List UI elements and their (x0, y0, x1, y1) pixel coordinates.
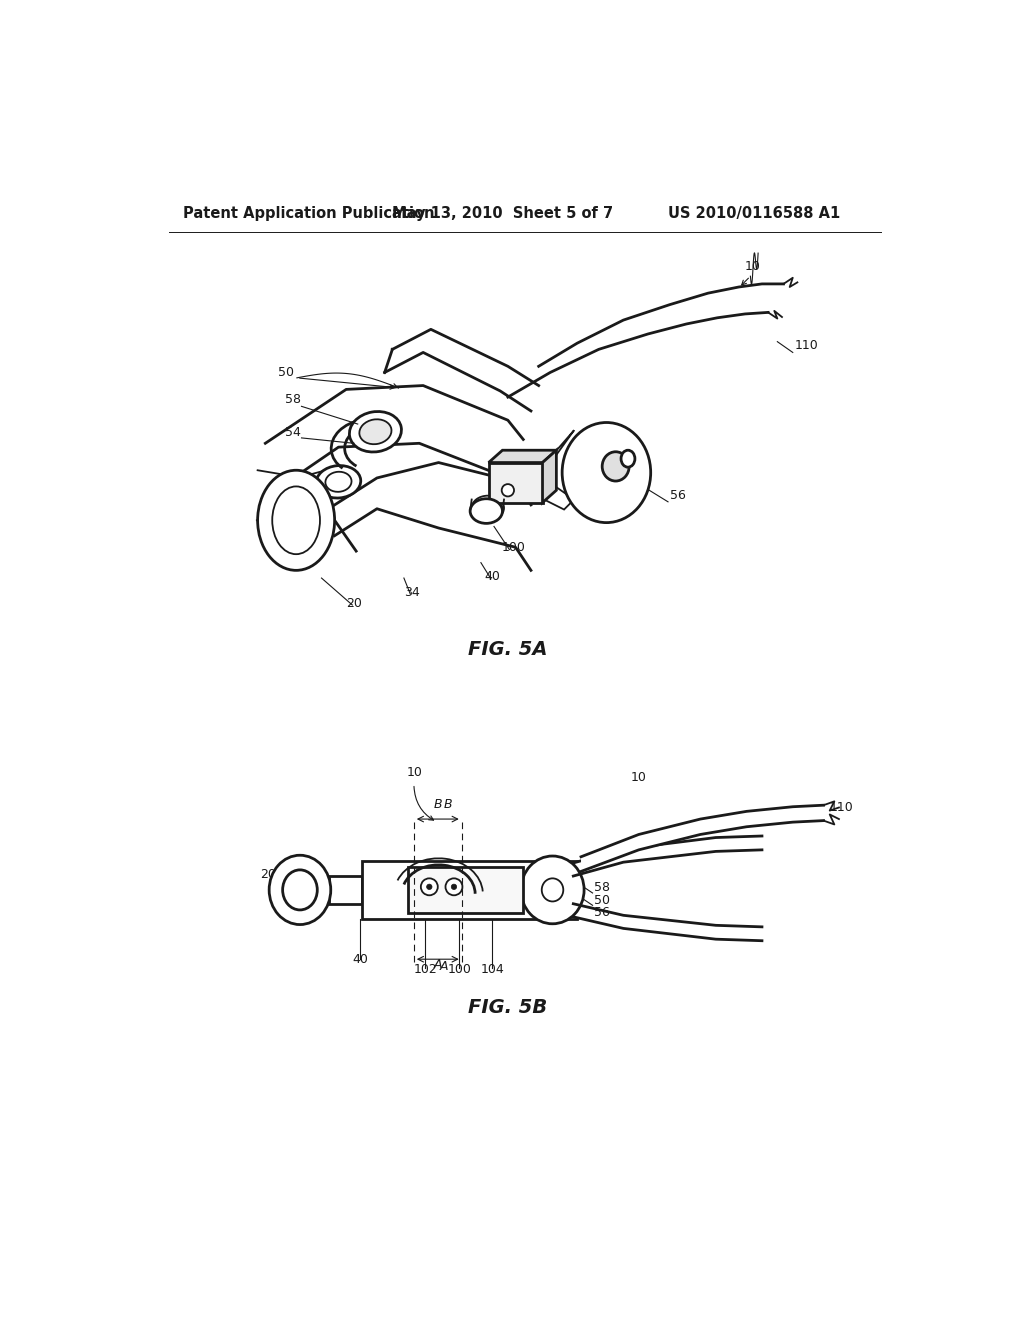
Polygon shape (573, 904, 762, 941)
Ellipse shape (359, 420, 391, 445)
Text: Patent Application Publication: Patent Application Publication (183, 206, 434, 222)
Text: 110: 110 (829, 801, 853, 814)
Ellipse shape (269, 855, 331, 924)
Text: 20: 20 (260, 869, 275, 882)
Ellipse shape (621, 450, 635, 467)
Polygon shape (543, 430, 574, 466)
Polygon shape (543, 450, 556, 503)
Text: 40: 40 (352, 953, 369, 966)
Ellipse shape (602, 451, 629, 480)
Ellipse shape (472, 495, 504, 520)
Text: 10: 10 (407, 766, 422, 779)
Text: A: A (433, 958, 442, 972)
Ellipse shape (521, 855, 584, 924)
Text: A: A (439, 960, 447, 973)
Ellipse shape (542, 878, 563, 902)
Polygon shape (385, 330, 539, 411)
Text: 40: 40 (484, 570, 501, 583)
Text: 10: 10 (745, 260, 761, 273)
Text: May 13, 2010  Sheet 5 of 7: May 13, 2010 Sheet 5 of 7 (392, 206, 613, 222)
Polygon shape (488, 450, 556, 462)
Text: 100: 100 (502, 541, 525, 554)
Text: B: B (433, 799, 442, 812)
Ellipse shape (445, 878, 463, 895)
Ellipse shape (421, 878, 438, 895)
Ellipse shape (427, 884, 432, 890)
Text: 54: 54 (285, 425, 300, 438)
Text: 102: 102 (414, 964, 437, 975)
Polygon shape (335, 462, 531, 570)
Text: 56: 56 (594, 906, 610, 919)
Ellipse shape (470, 499, 503, 524)
Polygon shape (361, 861, 578, 919)
Text: 50: 50 (279, 366, 295, 379)
Text: FIG. 5A: FIG. 5A (468, 640, 548, 660)
Polygon shape (581, 805, 823, 871)
Polygon shape (508, 284, 783, 397)
Polygon shape (408, 867, 523, 913)
Ellipse shape (316, 466, 360, 498)
Text: 58: 58 (594, 882, 610, 895)
Ellipse shape (452, 884, 457, 890)
Text: 56: 56 (670, 488, 685, 502)
Polygon shape (543, 487, 574, 510)
Ellipse shape (502, 484, 514, 496)
Text: US 2010/0116588 A1: US 2010/0116588 A1 (668, 206, 841, 222)
Text: FIG. 5B: FIG. 5B (468, 998, 548, 1016)
Text: 58: 58 (285, 393, 301, 407)
Text: 110: 110 (795, 339, 818, 352)
Text: 10: 10 (631, 771, 647, 784)
Text: B: B (444, 799, 453, 812)
Ellipse shape (283, 870, 317, 909)
Text: 100: 100 (447, 964, 472, 975)
Text: 20: 20 (346, 597, 362, 610)
Polygon shape (488, 462, 543, 503)
Ellipse shape (562, 422, 650, 523)
Text: 104: 104 (481, 964, 505, 975)
Ellipse shape (258, 470, 335, 570)
Text: 34: 34 (403, 586, 420, 599)
Text: 50: 50 (594, 894, 610, 907)
Polygon shape (330, 876, 361, 904)
Polygon shape (265, 385, 523, 498)
Polygon shape (573, 836, 762, 876)
Ellipse shape (349, 412, 401, 451)
